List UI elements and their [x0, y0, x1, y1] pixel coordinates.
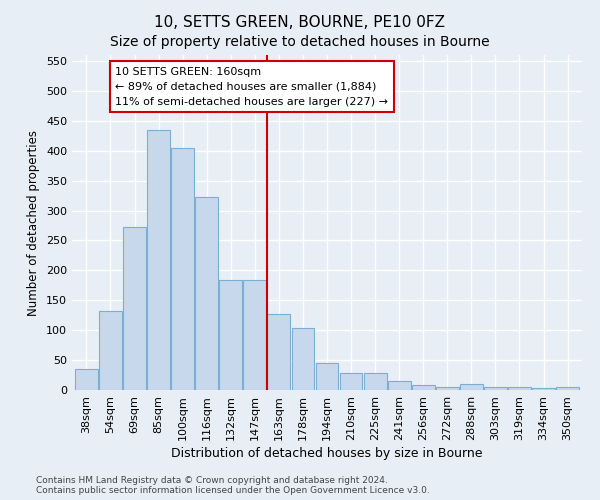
Bar: [220, 280, 242, 390]
Text: 10 SETTS GREEN: 160sqm
← 89% of detached houses are smaller (1,884)
11% of semi-: 10 SETTS GREEN: 160sqm ← 89% of detached…: [115, 67, 388, 106]
Bar: [460, 384, 483, 390]
Bar: [195, 198, 218, 390]
Bar: [268, 314, 290, 390]
Bar: [364, 373, 386, 390]
Bar: [340, 373, 362, 390]
Bar: [147, 130, 170, 390]
X-axis label: Distribution of detached houses by size in Bourne: Distribution of detached houses by size …: [171, 447, 483, 460]
Bar: [75, 369, 98, 390]
Bar: [316, 363, 338, 390]
Bar: [412, 385, 434, 390]
Bar: [244, 280, 266, 390]
Bar: [123, 228, 146, 390]
Bar: [388, 381, 410, 390]
Bar: [532, 388, 555, 390]
Bar: [484, 387, 507, 390]
Text: 10, SETTS GREEN, BOURNE, PE10 0FZ: 10, SETTS GREEN, BOURNE, PE10 0FZ: [155, 15, 445, 30]
Text: Size of property relative to detached houses in Bourne: Size of property relative to detached ho…: [110, 35, 490, 49]
Bar: [556, 387, 579, 390]
Bar: [508, 387, 531, 390]
Y-axis label: Number of detached properties: Number of detached properties: [28, 130, 40, 316]
Bar: [171, 148, 194, 390]
Bar: [292, 328, 314, 390]
Text: Contains HM Land Registry data © Crown copyright and database right 2024.
Contai: Contains HM Land Registry data © Crown c…: [36, 476, 430, 495]
Bar: [436, 387, 459, 390]
Bar: [99, 311, 122, 390]
